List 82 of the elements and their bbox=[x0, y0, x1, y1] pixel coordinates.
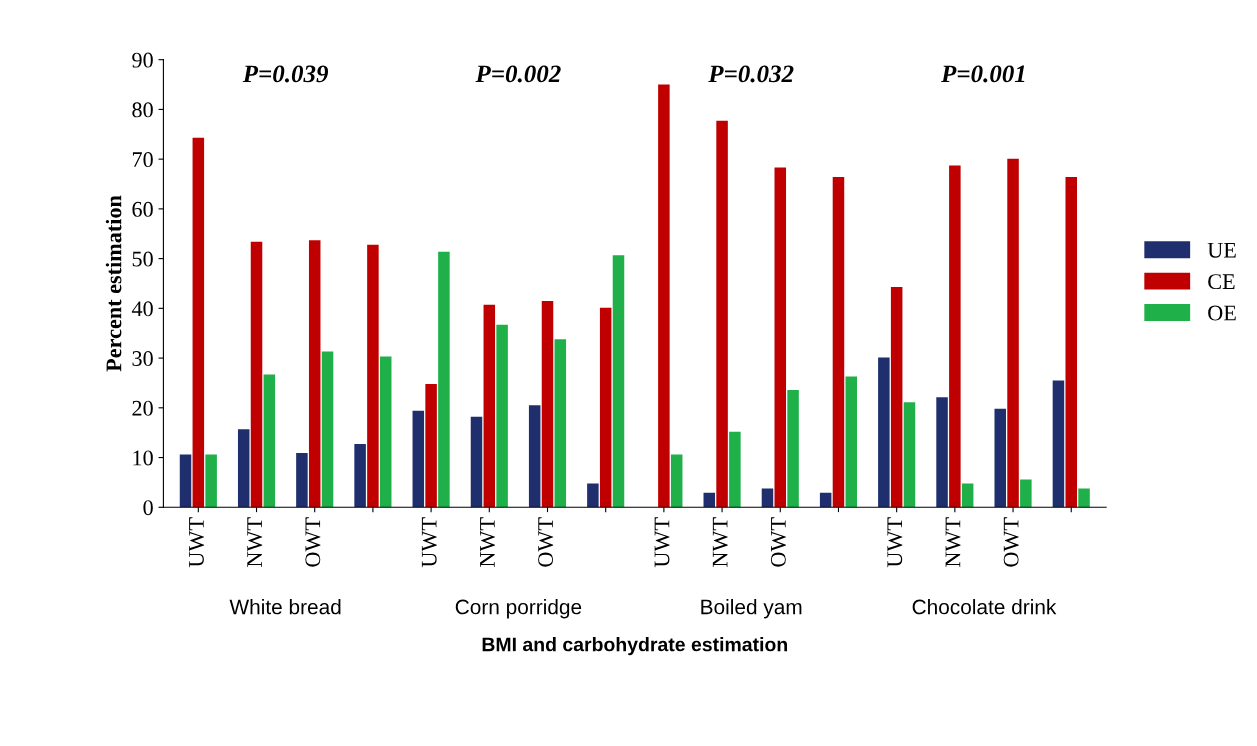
bar bbox=[496, 324, 508, 508]
bar bbox=[1052, 380, 1065, 508]
bar bbox=[716, 120, 728, 508]
bar bbox=[832, 177, 845, 508]
bar bbox=[1020, 479, 1032, 508]
bar bbox=[541, 300, 554, 508]
bar bbox=[321, 351, 334, 508]
x-tick-label: UWT bbox=[654, 517, 670, 568]
bar bbox=[994, 408, 1007, 508]
x-tick-label: UWT bbox=[887, 517, 903, 568]
bar bbox=[729, 431, 741, 508]
bar bbox=[761, 488, 774, 508]
x-tick-label: OWT bbox=[538, 517, 554, 567]
x-tick-label: OWT bbox=[1003, 517, 1019, 567]
bar bbox=[587, 483, 599, 508]
bar bbox=[308, 240, 321, 508]
x-tick-label: UWT bbox=[421, 517, 437, 568]
x-tick-label: UWT bbox=[189, 517, 205, 568]
y-axis-title: Percent estimation bbox=[105, 195, 122, 372]
y-tick-label: 30 bbox=[132, 351, 153, 367]
annotation: P=0.001 bbox=[941, 65, 1025, 83]
legend-label: UE bbox=[1207, 242, 1236, 258]
text: Corn porridge bbox=[455, 599, 582, 619]
annotation: P=0.039 bbox=[242, 65, 329, 83]
bar bbox=[412, 410, 425, 508]
y-tick-label: 60 bbox=[132, 201, 153, 217]
x-tick-label: NWT bbox=[480, 517, 495, 567]
y-tick-label: 10 bbox=[133, 450, 153, 466]
bar bbox=[936, 397, 948, 508]
text: Boiled yam bbox=[701, 599, 802, 619]
bar bbox=[1065, 177, 1077, 508]
bar bbox=[658, 84, 670, 508]
y-tick-label: 80 bbox=[132, 102, 153, 118]
x-tick-label: OWT bbox=[770, 517, 786, 567]
bar bbox=[438, 251, 450, 508]
bar bbox=[425, 383, 437, 508]
bar bbox=[483, 304, 496, 508]
bar bbox=[263, 374, 276, 508]
x-tick-label: NWT bbox=[712, 517, 728, 567]
bar bbox=[528, 405, 541, 508]
x-tick-label: OWT bbox=[305, 517, 321, 567]
bar bbox=[819, 492, 832, 508]
bar bbox=[296, 453, 308, 508]
x-tick-label: NWT bbox=[247, 517, 263, 567]
y-tick-label: 90 bbox=[132, 52, 153, 68]
y-tick-label: 50 bbox=[132, 251, 153, 267]
bar bbox=[612, 255, 625, 508]
y-tick-label: 40 bbox=[131, 301, 153, 317]
bar bbox=[237, 429, 250, 508]
x-tick-label: NWT bbox=[945, 517, 961, 567]
bar bbox=[903, 402, 916, 508]
annotation: P=0.002 bbox=[475, 65, 561, 83]
x-axis-title: BMI and carbohydrate estimation bbox=[482, 637, 788, 656]
bar bbox=[379, 356, 392, 508]
bar bbox=[1007, 158, 1019, 508]
bar bbox=[949, 165, 961, 508]
legend-label: OE bbox=[1208, 305, 1236, 321]
bar bbox=[205, 454, 217, 508]
bar bbox=[878, 357, 890, 508]
legend-label: CE bbox=[1208, 274, 1235, 290]
bar bbox=[961, 483, 974, 508]
bar bbox=[787, 389, 799, 508]
bar bbox=[703, 492, 716, 508]
text: Chocolate drink bbox=[912, 599, 1057, 615]
y-tick-label: 70 bbox=[132, 152, 153, 168]
y-tick-label: 0 bbox=[143, 500, 153, 516]
bar bbox=[845, 376, 858, 508]
bar bbox=[890, 286, 903, 508]
bar bbox=[250, 241, 263, 508]
bar bbox=[192, 137, 205, 508]
bar bbox=[470, 416, 483, 508]
annotation: P=0.032 bbox=[708, 65, 794, 83]
bar bbox=[367, 244, 379, 508]
bar bbox=[554, 339, 567, 508]
text: White bread bbox=[229, 599, 341, 615]
y-tick-label: 20 bbox=[132, 400, 153, 416]
bar bbox=[354, 444, 366, 508]
bar bbox=[599, 307, 612, 508]
bar bbox=[670, 454, 683, 508]
bar bbox=[179, 454, 192, 508]
bar bbox=[774, 167, 787, 508]
bar bbox=[1078, 488, 1090, 508]
